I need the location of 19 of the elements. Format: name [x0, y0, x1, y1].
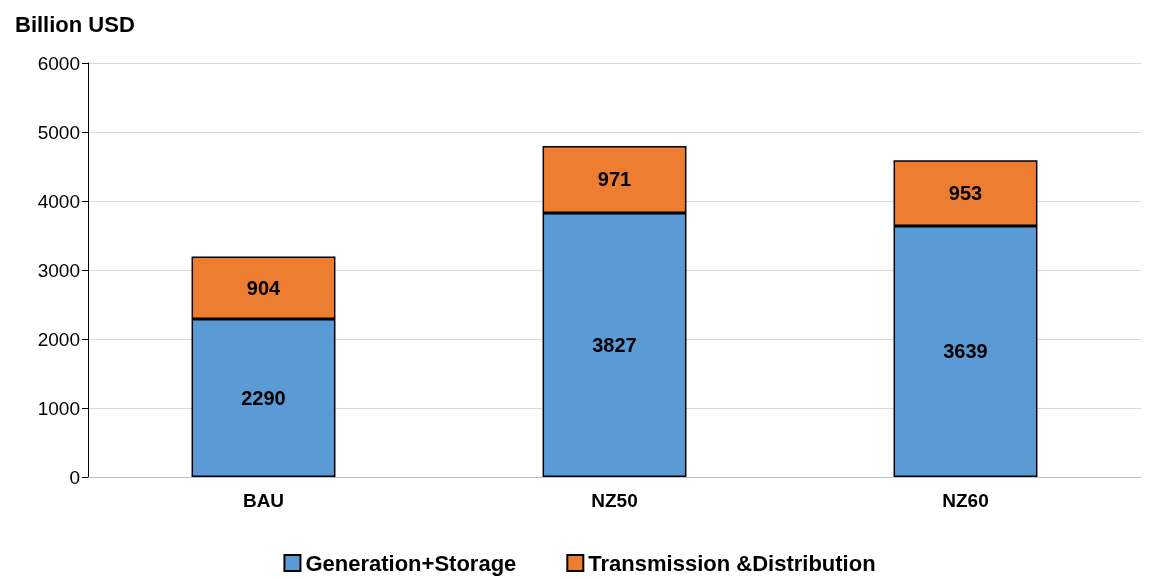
data-label: 953	[948, 182, 983, 205]
x-tick-label: NZ60	[942, 490, 989, 511]
y-tick-label: 4000	[37, 190, 80, 212]
data-label: 971	[597, 168, 632, 191]
y-tick-label: 2000	[37, 328, 80, 350]
legend-label: Transmission &Distribution	[588, 550, 876, 576]
y-axis-title: Billion USD	[15, 11, 135, 37]
data-label: 904	[246, 276, 282, 299]
data-label: 3827	[592, 333, 637, 356]
x-tick-label: NZ50	[591, 490, 638, 511]
y-tick-label: 0	[69, 466, 80, 488]
data-label: 3639	[943, 340, 988, 363]
y-tick-label: 5000	[37, 121, 80, 143]
y-tick-label: 3000	[37, 259, 80, 281]
y-tick-label: 6000	[37, 52, 80, 74]
x-tick-label: BAU	[242, 490, 285, 511]
legend-label: Generation+Storage	[305, 550, 517, 576]
data-label: 2290	[241, 386, 286, 409]
y-tick-label: 1000	[37, 397, 80, 419]
